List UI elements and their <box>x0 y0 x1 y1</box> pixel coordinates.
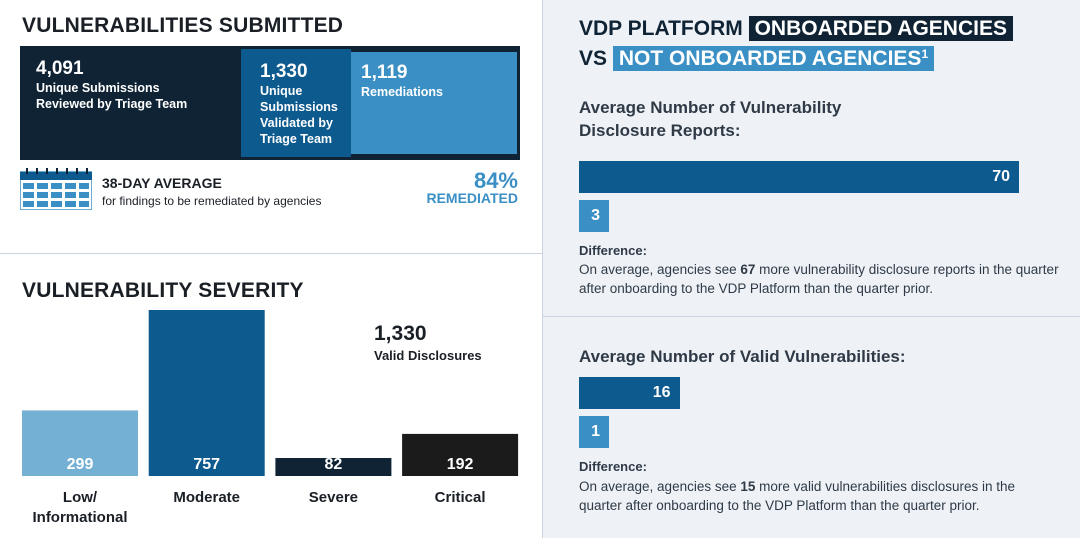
severity-bar-chart: 299 Low/Informational 757 Moderate 82 Severe 1… <box>22 310 519 526</box>
valid-diff-value: 15 <box>740 479 756 494</box>
severity-value-label: 192 <box>447 456 474 473</box>
remediations-value: 1,119 <box>361 62 408 83</box>
submissions-box: 4,091 Unique Submissions Reviewed by Tri… <box>20 46 520 160</box>
onboarded-bar: 16 <box>579 377 680 409</box>
severity-category-label: Critical <box>435 489 486 506</box>
vdp-title-line1: VDP PLATFORM ONBOARDED AGENCIES <box>579 16 1013 41</box>
reports-diff-value: 67 <box>740 262 756 277</box>
not-onboarded-text: NOT ONBOARDED AGENCIES <box>618 47 922 70</box>
average-title: 38-DAY AVERAGE <box>102 175 222 191</box>
reports-diff-post: more vulnerability disclosure reports in… <box>579 262 1059 296</box>
valid-disclosures-label: Valid Disclosures <box>374 348 482 363</box>
severity-bar-3 <box>275 458 392 476</box>
reports-question: Average Number of Vulnerability Disclosu… <box>579 98 842 140</box>
reports-diff-pre: On average, agencies see <box>579 262 737 277</box>
valid-disclosures-value: 1,330 <box>374 322 427 345</box>
not-onboarded-bar: 1 <box>579 416 609 448</box>
valid-question: Average Number of Valid Vulnerabilities: <box>579 347 906 366</box>
severity-value-label: 757 <box>193 456 220 473</box>
valid-diff-text: On average, agencies see 15 more valid v… <box>579 477 1059 515</box>
vdp-title-line2: VS NOT ONBOARDED AGENCIES1 <box>579 46 935 71</box>
vdp-platform-text: VDP PLATFORM <box>579 17 743 40</box>
validated-block: 1,330 Unique Submissions Validated by Tr… <box>241 49 351 157</box>
submitted-title: VULNERABILITIES SUBMITTED <box>22 14 344 37</box>
section-divider <box>0 253 542 254</box>
remediations-block: 1,119 Remediations <box>351 52 517 154</box>
reports-diff-heading: Difference: <box>579 243 647 258</box>
reviewed-value: 4,091 <box>36 58 84 79</box>
left-panel: VULNERABILITIES SUBMITTED 4,091 Unique S… <box>0 14 542 526</box>
reviewed-block: 4,091 Unique Submissions Reviewed by Tri… <box>23 49 241 157</box>
validated-label: Unique Submissions Validated by Triage T… <box>260 84 338 146</box>
severity-value-label: 299 <box>67 456 94 473</box>
calendar-icon <box>20 168 92 210</box>
not-onboarded-highlight: NOT ONBOARDED AGENCIES1 <box>612 46 935 71</box>
severity-category-label: Severe <box>309 489 358 506</box>
validated-value: 1,330 <box>260 61 308 82</box>
severity-category-label: Low/ <box>63 489 98 506</box>
reviewed-label: Unique Submissions Reviewed by Triage Te… <box>36 81 188 111</box>
right-panel: VDP PLATFORM ONBOARDED AGENCIES VS NOT O… <box>542 0 1080 538</box>
severity-bar-4 <box>402 433 519 476</box>
right-divider <box>543 316 1080 317</box>
reports-diff-text: On average, agencies see 67 more vulnera… <box>579 260 1059 298</box>
remediated-label: REMEDIATED <box>426 190 518 206</box>
severity-category-label: Moderate <box>173 489 240 506</box>
valid-diff-post: more valid vulnerabilities disclosures i… <box>579 479 1016 513</box>
valid-diff-heading: Difference: <box>579 459 647 474</box>
remediated-percent: 84% <box>473 168 518 193</box>
severity-title: VULNERABILITY SEVERITY <box>22 279 304 302</box>
footnote-marker: 1 <box>921 47 929 61</box>
severity-bar-2 <box>148 310 265 476</box>
vs-text: VS <box>579 47 608 70</box>
not-onboarded-bar: 3 <box>579 200 609 232</box>
onboarded-bar: 70 <box>579 161 1019 193</box>
severity-category-label: Informational <box>32 509 127 526</box>
onboarded-highlight: ONBOARDED AGENCIES <box>748 16 1013 41</box>
remediations-label: Remediations <box>361 85 443 99</box>
severity-value-label: 82 <box>325 456 343 473</box>
average-subtitle: for findings to be remediated by agencie… <box>102 194 322 208</box>
valid-diff-pre: On average, agencies see <box>579 479 737 494</box>
severity-bar-1 <box>22 410 138 476</box>
